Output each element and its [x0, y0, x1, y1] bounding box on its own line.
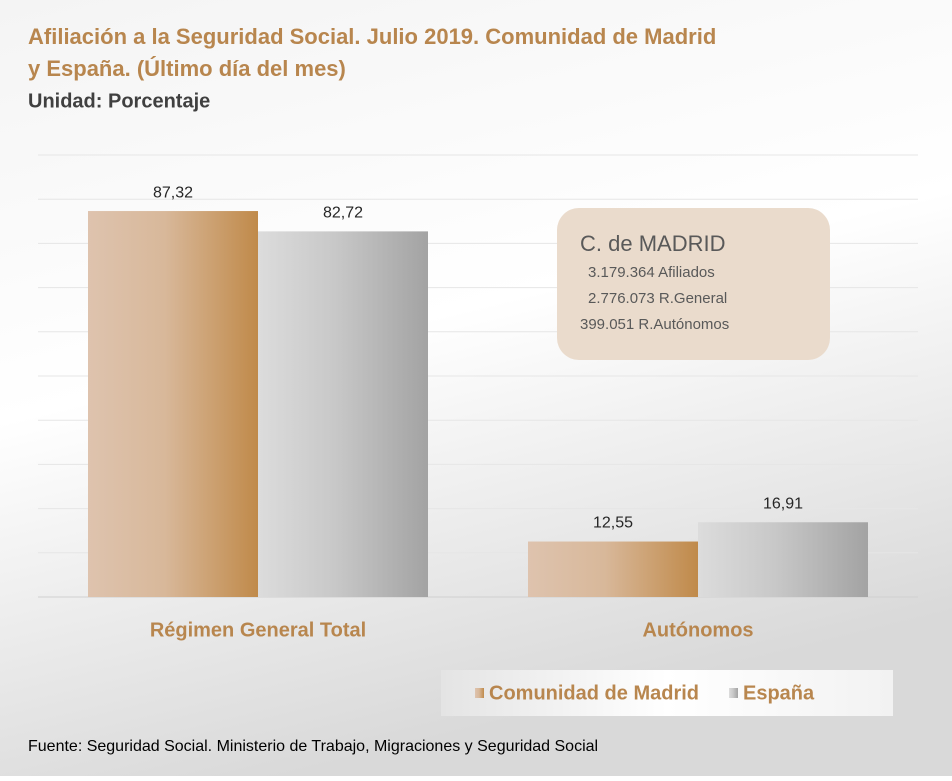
data-label: 82,72: [323, 205, 363, 222]
data-label: 12,55: [593, 515, 633, 532]
bar: [698, 522, 868, 597]
legend-box: [441, 670, 893, 716]
annotation-heading: C. de MADRID: [580, 231, 725, 256]
legend-label: España: [743, 682, 815, 704]
bar: [528, 541, 698, 597]
legend-swatch: [475, 688, 484, 698]
source: Fuente: Seguridad Social. Ministerio de …: [28, 738, 598, 755]
annotation-line: 3.179.364 Afiliados: [588, 264, 715, 281]
chart-subtitle: Unidad: Porcentaje: [28, 90, 210, 112]
annotation-line: 2.776.073 R.General: [588, 290, 727, 307]
bar: [88, 211, 258, 597]
legend: Comunidad de Madrid España: [475, 682, 815, 704]
bar: [258, 231, 428, 597]
plot-area: Régimen General Total 87,32 82,72 Autónomos…: [38, 154, 918, 641]
legend-swatch: [729, 688, 738, 698]
x-tick-label: Régimen General Total: [150, 619, 366, 641]
data-label: 87,32: [153, 184, 193, 201]
chart-title: y España. (Último día del mes): [28, 56, 346, 81]
chart-title: Afiliación a la Seguridad Social. Julio …: [28, 24, 716, 49]
annotation-line: 399.051 R.Autónomos: [580, 316, 729, 333]
data-label: 16,91: [763, 495, 803, 512]
legend-label: Comunidad de Madrid: [489, 682, 699, 704]
annotation-box: [557, 208, 830, 360]
x-tick-label: Autónomos: [642, 619, 753, 641]
